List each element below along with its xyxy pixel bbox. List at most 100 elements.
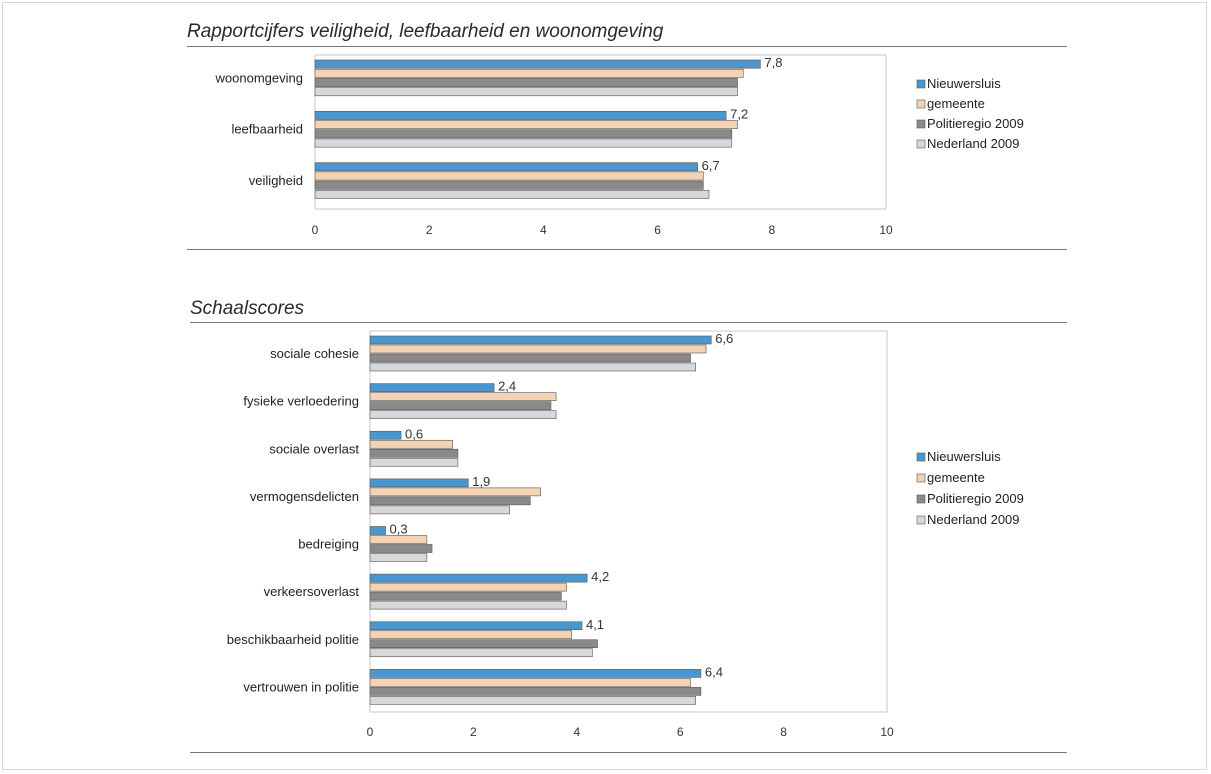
bar-politieregio-2009-fysieke-verloedering [369,401,552,410]
data-label-sociale-overlast: 0,6 [405,426,423,441]
x-tick-label: 4 [573,725,580,739]
bar-nederland-2009-leefbaarheid [314,138,733,148]
bar-nederland-2009-bedreiging [369,553,428,562]
bar-nederland-2009-veiligheid [314,189,710,199]
data-label-sociale-cohesie: 6,6 [715,331,733,346]
bar-nieuwersluis-sociale-cohesie [369,335,712,345]
bar-nederland-2009-vermogensdelicten [369,505,510,515]
data-label-vermogensdelicten: 1,9 [472,474,490,489]
category-label-sociale-overlast: sociale overlast [269,441,359,456]
bar-politieregio-2009-sociale-overlast [369,448,459,458]
legend-label-politieregio-2009: Politieregio 2009 [927,116,1024,131]
bar-nieuwersluis-veiligheid [314,162,698,172]
bar-nieuwersluis-vertrouwen-in-politie [369,669,702,678]
x-tick-label: 2 [426,223,433,237]
bar-nieuwersluis-bedreiging [369,526,386,535]
bar-gemeente-sociale-cohesie [369,344,707,354]
chart-rule-bottom [187,249,1067,250]
title-rule-top [190,322,1067,323]
data-label-beschikbaarheid-politie: 4,1 [586,617,604,632]
legend-swatch-gemeente [916,99,926,109]
bar-nieuwersluis-fysieke-verloedering [369,383,495,392]
bar-gemeente-sociale-overlast [369,439,454,449]
bar-nederland-2009-fysieke-verloedering [369,410,557,419]
bar-nieuwersluis-woonomgeving [314,59,761,69]
chart-title-rapportcijfers: Rapportcijfers veiligheid, leefbaarheid … [187,21,664,42]
chart-title-schaalscores: Schaalscores [190,298,305,319]
legend-swatch-politieregio-2009 [916,494,926,504]
bar-politieregio-2009-vermogensdelicten [369,496,531,506]
bar-politieregio-2009-sociale-cohesie [369,353,691,363]
legend-swatch-nieuwersluis [916,452,926,462]
bar-nieuwersluis-vermogensdelicten [369,478,469,488]
x-tick-label: 6 [677,725,684,739]
x-tick-label: 2 [470,725,477,739]
category-label-vertrouwen-in-politie: vertrouwen in politie [243,679,359,694]
legend-label-nederland-2009: Nederland 2009 [927,512,1020,527]
data-label-verkeersoverlast: 4,2 [591,569,609,584]
x-tick-label: 10 [879,223,893,237]
legend-label-nieuwersluis: Nieuwersluis [927,449,1001,464]
legend-swatch-nieuwersluis [916,79,926,89]
data-label-woonomgeving: 7,8 [764,55,782,70]
bar-nieuwersluis-verkeersoverlast [369,573,588,583]
bar-nederland-2009-woonomgeving [314,87,738,97]
bar-nieuwersluis-leefbaarheid [314,111,727,120]
legend-label-nederland-2009: Nederland 2009 [927,136,1020,151]
x-tick-label: 10 [880,725,894,739]
bar-nederland-2009-verkeersoverlast [369,600,567,610]
x-tick-label: 8 [768,223,775,237]
bar-gemeente-verkeersoverlast [369,582,567,592]
bar-nieuwersluis-sociale-overlast [369,430,402,440]
bar-politieregio-2009-beschikbaarheid-politie [369,639,598,649]
legend-swatch-nederland-2009 [916,515,926,525]
bar-gemeente-veiligheid [314,171,704,181]
category-label-woonomgeving: woonomgeving [215,70,303,85]
x-tick-label: 6 [654,223,661,237]
plot-area [369,330,888,713]
title-rule-top [187,46,1067,47]
bar-politieregio-2009-leefbaarheid [314,129,733,139]
bar-gemeente-bedreiging [369,535,428,544]
category-label-beschikbaarheid-politie: beschikbaarheid politie [227,632,359,647]
category-label-leefbaarheid: leefbaarheid [231,122,303,137]
bar-nederland-2009-beschikbaarheid-politie [369,648,593,658]
category-label-verkeersoverlast: verkeersoverlast [264,584,360,599]
bar-nederland-2009-vertrouwen-in-politie [369,696,697,705]
category-label-sociale-cohesie: sociale cohesie [270,346,359,361]
x-tick-label: 0 [367,725,374,739]
bar-gemeente-leefbaarheid [314,120,738,130]
data-label-leefbaarheid: 7,2 [730,107,748,122]
bar-gemeente-vertrouwen-in-politie [369,678,691,687]
legend-swatch-politieregio-2009 [916,119,926,129]
data-label-fysieke-verloedering: 2,4 [498,379,516,394]
category-label-vermogensdelicten: vermogensdelicten [250,489,359,504]
legend-swatch-nederland-2009 [916,139,926,149]
bar-nieuwersluis-beschikbaarheid-politie [369,621,583,631]
legend-label-gemeente: gemeente [927,470,985,485]
legend-label-politieregio-2009: Politieregio 2009 [927,491,1024,506]
legend-label-nieuwersluis: Nieuwersluis [927,76,1001,91]
data-label-veiligheid: 6,7 [702,158,720,173]
category-label-fysieke-verloedering: fysieke verloedering [243,394,359,409]
x-tick-label: 8 [780,725,787,739]
legend-swatch-gemeente [916,473,926,483]
bar-gemeente-beschikbaarheid-politie [369,630,572,640]
legend-label-gemeente: gemeente [927,96,985,111]
x-tick-label: 0 [312,223,319,237]
category-label-bedreiging: bedreiging [298,537,359,552]
bar-politieregio-2009-bedreiging [369,544,433,553]
bar-politieregio-2009-verkeersoverlast [369,591,562,601]
bar-politieregio-2009-vertrouwen-in-politie [369,687,702,696]
bar-nederland-2009-sociale-cohesie [369,362,697,372]
category-label-veiligheid: veiligheid [249,173,303,188]
data-label-vertrouwen-in-politie: 6,4 [705,664,723,679]
bar-politieregio-2009-woonomgeving [314,78,738,87]
bar-nederland-2009-sociale-overlast [369,457,459,467]
bar-gemeente-woonomgeving [314,68,744,78]
x-tick-label: 4 [540,223,547,237]
bar-gemeente-vermogensdelicten [369,487,541,497]
